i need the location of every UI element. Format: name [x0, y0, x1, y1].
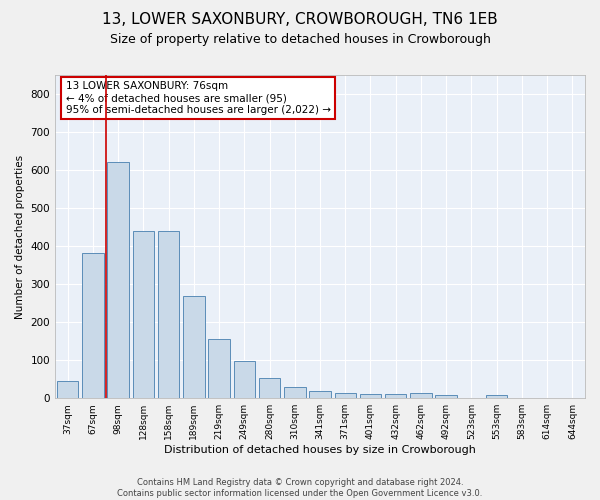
- Bar: [436, 395, 457, 398]
- Bar: [385, 394, 406, 398]
- Bar: [486, 395, 508, 398]
- Text: Size of property relative to detached houses in Crowborough: Size of property relative to detached ho…: [110, 32, 490, 46]
- Text: Contains HM Land Registry data © Crown copyright and database right 2024.
Contai: Contains HM Land Registry data © Crown c…: [118, 478, 482, 498]
- Bar: [133, 231, 154, 398]
- Bar: [360, 394, 381, 398]
- Bar: [57, 381, 79, 398]
- Bar: [410, 392, 431, 398]
- Bar: [335, 392, 356, 398]
- Y-axis label: Number of detached properties: Number of detached properties: [15, 154, 25, 318]
- X-axis label: Distribution of detached houses by size in Crowborough: Distribution of detached houses by size …: [164, 445, 476, 455]
- Bar: [208, 340, 230, 398]
- Text: 13 LOWER SAXONBURY: 76sqm
← 4% of detached houses are smaller (95)
95% of semi-d: 13 LOWER SAXONBURY: 76sqm ← 4% of detach…: [65, 82, 331, 114]
- Bar: [233, 362, 255, 398]
- Bar: [107, 162, 129, 398]
- Bar: [82, 252, 104, 398]
- Bar: [183, 296, 205, 398]
- Bar: [158, 231, 179, 398]
- Bar: [259, 378, 280, 398]
- Text: 13, LOWER SAXONBURY, CROWBOROUGH, TN6 1EB: 13, LOWER SAXONBURY, CROWBOROUGH, TN6 1E…: [102, 12, 498, 28]
- Bar: [284, 387, 305, 398]
- Bar: [309, 392, 331, 398]
